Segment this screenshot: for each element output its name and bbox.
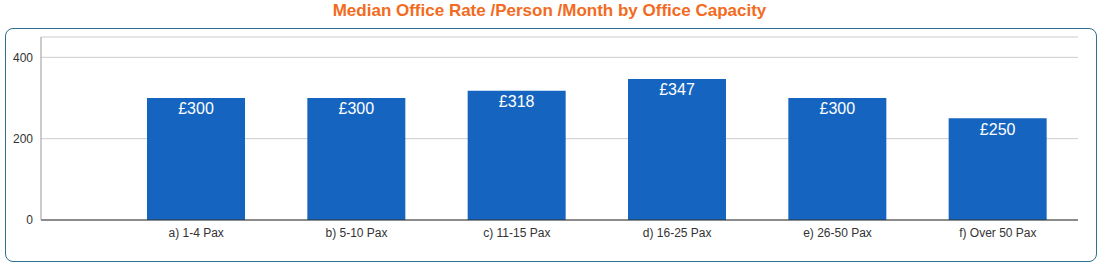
svg-text:£250: £250 xyxy=(980,121,1016,138)
svg-text:0: 0 xyxy=(26,213,33,227)
svg-text:£318: £318 xyxy=(499,93,535,110)
svg-text:c) 11-15 Pax: c) 11-15 Pax xyxy=(483,226,550,240)
svg-text:e) 26-50 Pax: e) 26-50 Pax xyxy=(803,226,872,240)
svg-text:£347: £347 xyxy=(659,81,695,98)
svg-text:200: 200 xyxy=(13,132,33,146)
svg-text:400: 400 xyxy=(13,51,33,65)
svg-text:a) 1-4 Pax: a) 1-4 Pax xyxy=(168,226,223,240)
html-text:Median Office Rate /Person /Mo: Median Office Rate /Person /Month by Off… xyxy=(332,1,767,20)
svg-text:£300: £300 xyxy=(339,100,375,117)
svg-text:£300: £300 xyxy=(820,100,856,117)
svg-text:d) 16-25 Pax: d) 16-25 Pax xyxy=(643,226,712,240)
svg-text:b) 5-10 Pax: b) 5-10 Pax xyxy=(325,226,387,240)
svg-text:f) Over 50 Pax: f) Over 50 Pax xyxy=(959,226,1036,240)
svg-text:£300: £300 xyxy=(178,100,214,117)
